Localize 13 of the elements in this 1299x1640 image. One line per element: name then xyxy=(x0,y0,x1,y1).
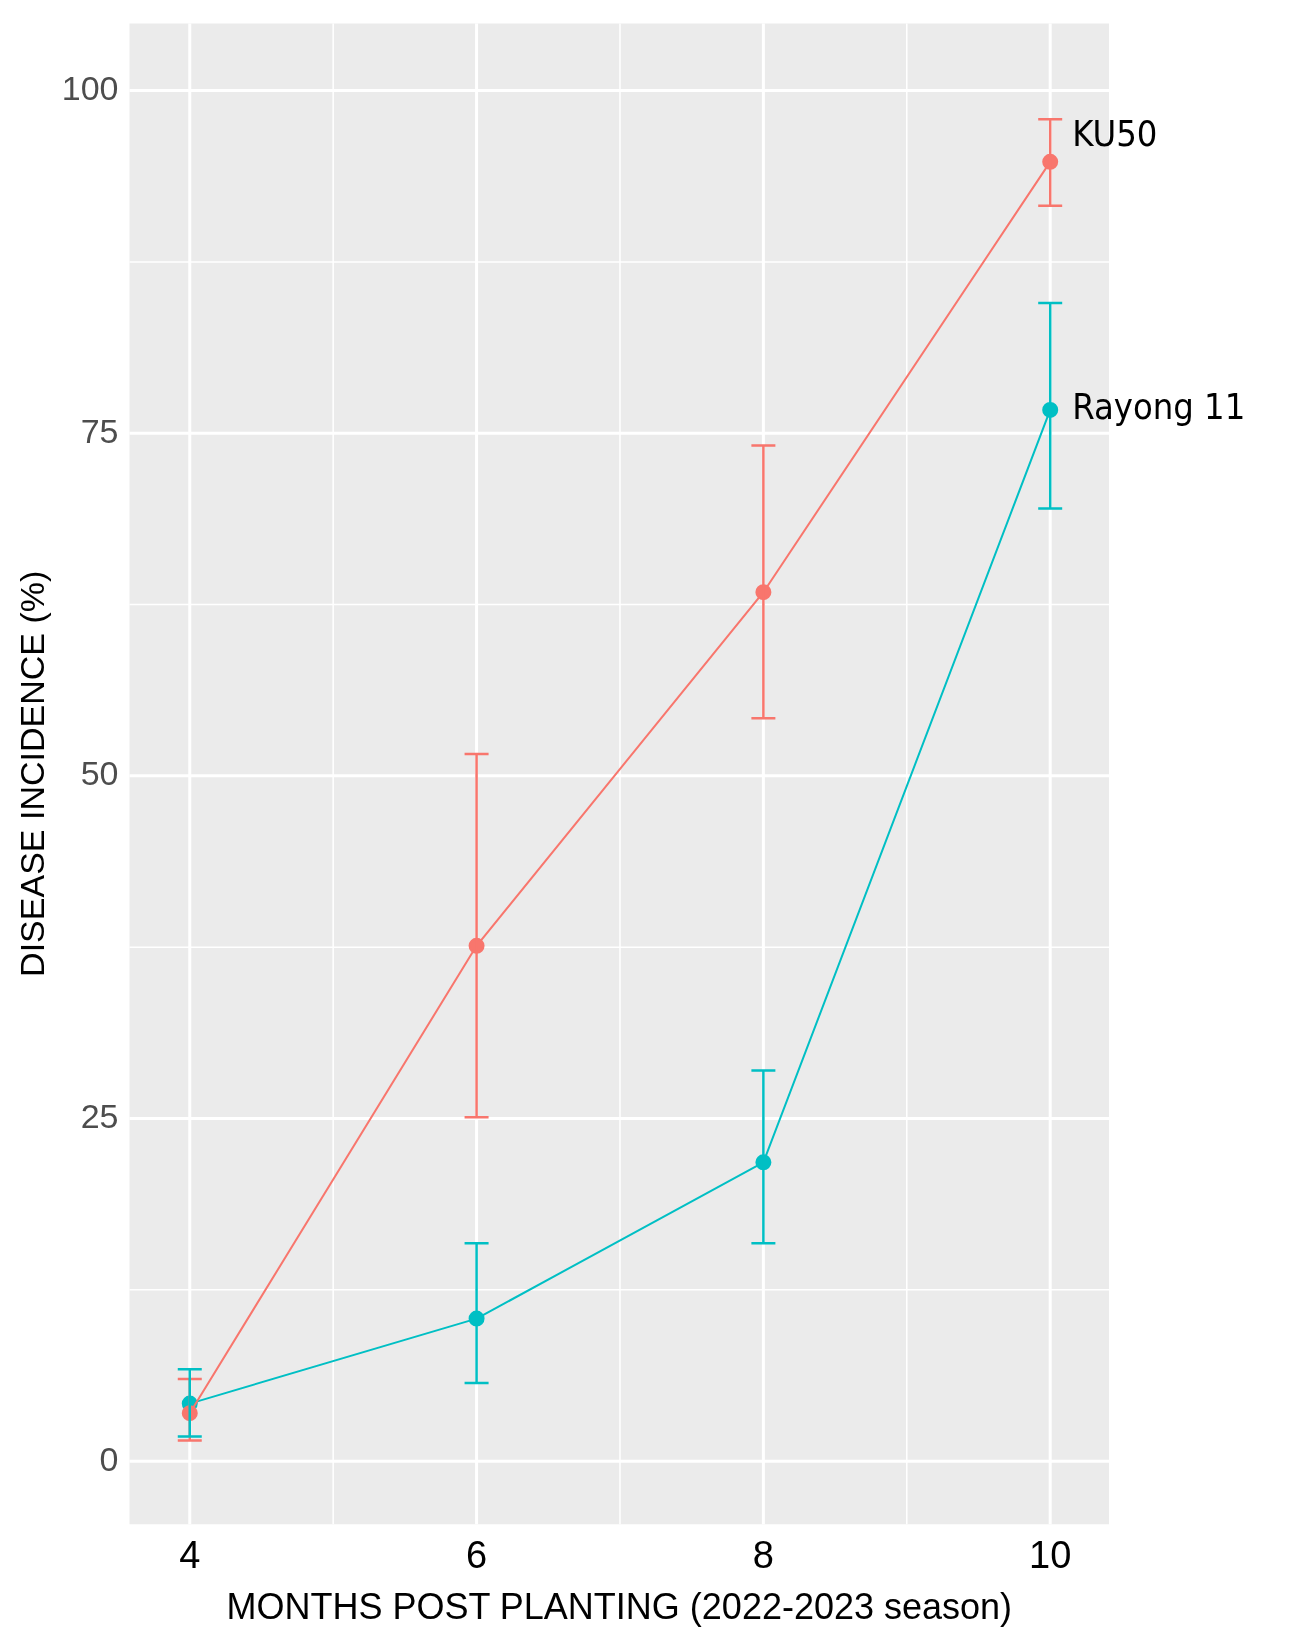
y-tick-label: 25 xyxy=(80,1096,119,1135)
y-tick-label: 0 xyxy=(99,1439,119,1478)
x-tick-label: 6 xyxy=(466,1534,488,1577)
series-label: KU50 xyxy=(1072,113,1158,155)
x-axis-title: MONTHS POST PLANTING (2022-2023 season) xyxy=(226,1586,1013,1628)
series-label: Rayong 11 xyxy=(1072,386,1246,428)
y-axis-title: DISEASE INCIDENCE (%) xyxy=(12,570,51,977)
x-tick-label: 8 xyxy=(752,1534,774,1577)
y-tick-label: 50 xyxy=(80,754,119,793)
x-tick-label: 4 xyxy=(179,1534,201,1577)
x-tick-label: 10 xyxy=(1029,1534,1072,1577)
y-tick-label: 100 xyxy=(61,68,119,107)
y-tick-label: 75 xyxy=(80,411,119,450)
